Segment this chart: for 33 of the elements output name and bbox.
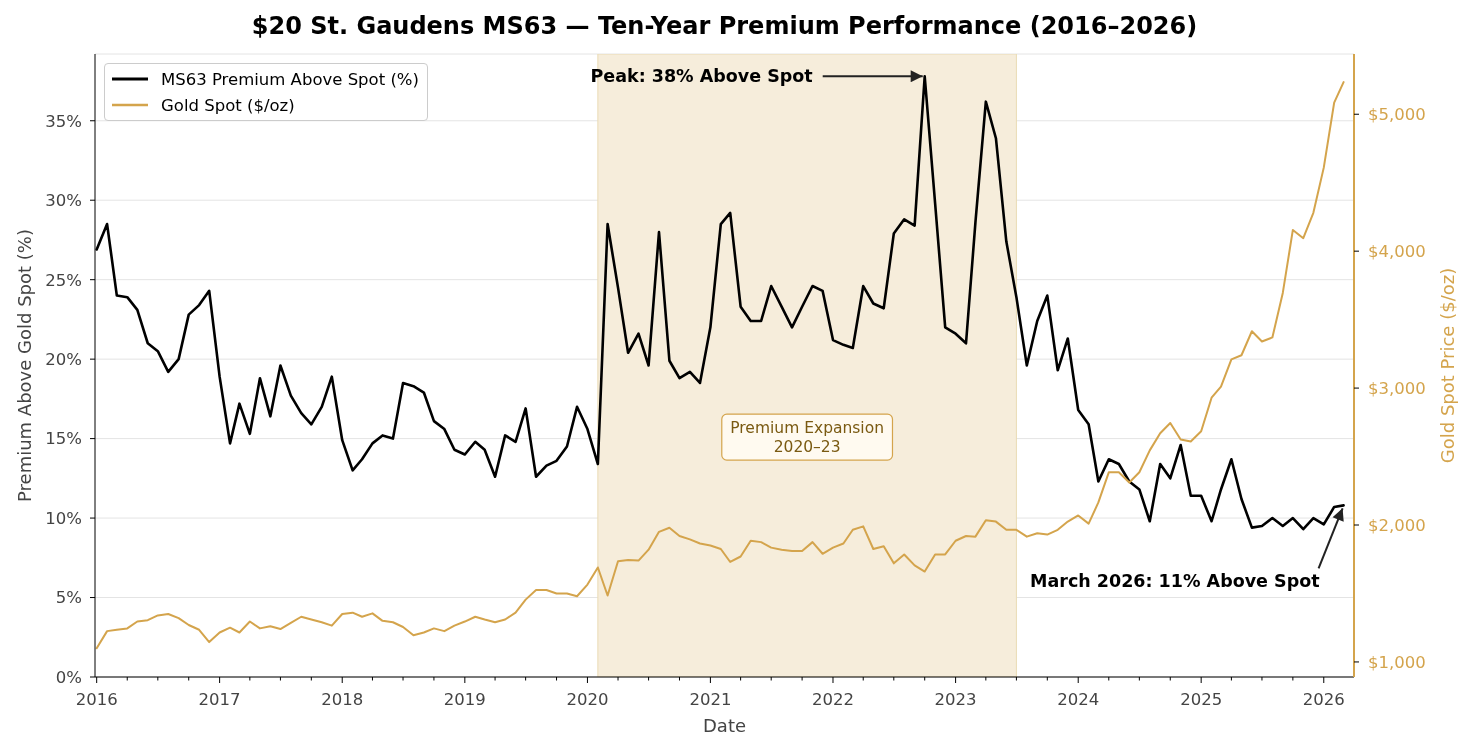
legend-label: MS63 Premium Above Spot (%) bbox=[161, 69, 419, 89]
y-tick-label: 20% bbox=[45, 350, 82, 369]
x-tick-label: 2023 bbox=[934, 690, 977, 709]
y2-tick-label: $3,000 bbox=[1368, 378, 1426, 398]
y2-tick-label: $5,000 bbox=[1368, 105, 1426, 125]
y-tick-label: 15% bbox=[45, 429, 82, 449]
y-tick-label: 30% bbox=[45, 191, 82, 211]
x-axis-title: Date bbox=[702, 715, 747, 736]
x-tick-label: 2021 bbox=[689, 690, 732, 709]
x-tick-label: 2016 bbox=[75, 690, 118, 709]
y-tick-label: 0% bbox=[55, 667, 82, 687]
y2-tick-label: $4,000 bbox=[1368, 242, 1426, 262]
x-tick-label: 2018 bbox=[321, 690, 364, 709]
x-tick-label: 2024 bbox=[1057, 690, 1100, 709]
annotation: Peak: 38% Above Spot bbox=[590, 66, 813, 87]
x-tick-label: 2019 bbox=[443, 690, 486, 709]
x-tick-label: 2025 bbox=[1180, 690, 1223, 709]
y2-tick-label: $1,000 bbox=[1368, 652, 1426, 672]
band-label: Premium Expansion 2020–23 bbox=[730, 418, 884, 456]
x-tick-label: 2020 bbox=[566, 690, 609, 709]
x-tick-label: 2022 bbox=[812, 690, 854, 709]
y-tick-label: 35% bbox=[45, 111, 82, 131]
y-tick-label: 10% bbox=[45, 508, 82, 528]
y-tick-label: 5% bbox=[55, 588, 82, 608]
y-tick-label: 25% bbox=[45, 270, 82, 290]
y2-axis-title: Gold Spot Price ($/oz) bbox=[1436, 267, 1458, 464]
chart-title: $20 St. Gaudens MS63 — Ten-Year Premium Performance (2016–2026) bbox=[250, 11, 1199, 41]
y2-tick-label: $2,000 bbox=[1368, 515, 1426, 535]
annotation: March 2026: 11% Above Spot bbox=[1030, 571, 1320, 592]
legend-label: Gold Spot ($/oz) bbox=[161, 95, 295, 115]
x-tick-label: 2026 bbox=[1302, 690, 1345, 709]
x-tick-label: 2017 bbox=[198, 690, 241, 709]
y-axis-title: Premium Above Gold Spot (%) bbox=[13, 229, 35, 502]
